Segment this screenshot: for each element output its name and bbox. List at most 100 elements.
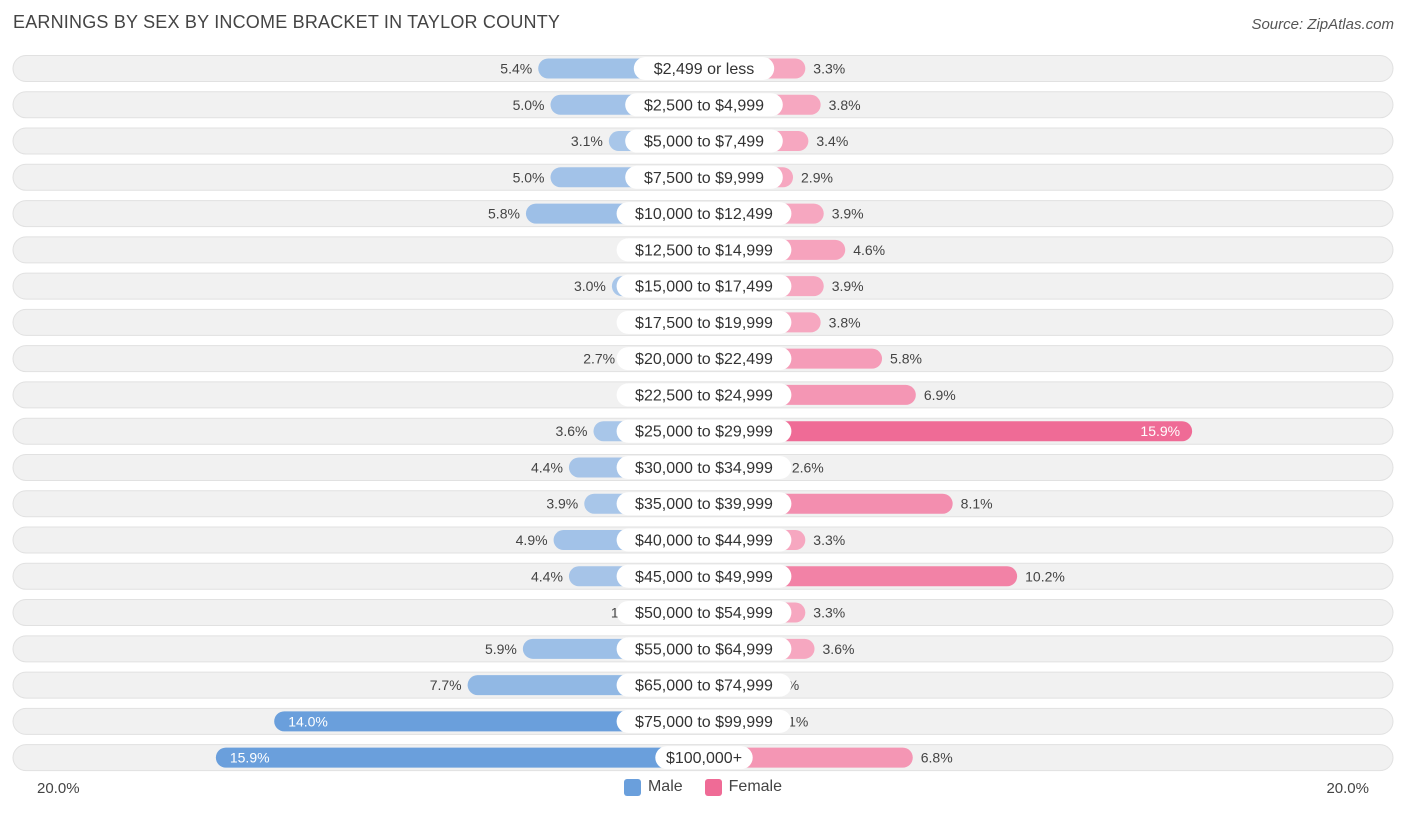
category-pill [616, 455, 792, 479]
female-value-label: 3.3% [813, 532, 845, 548]
category-label: $15,000 to $17,499 [635, 279, 773, 296]
category-pill [616, 202, 792, 226]
legend-label-male: Male [647, 778, 683, 795]
male-value-label: 3.6% [556, 423, 588, 439]
category-pill [616, 528, 792, 552]
category-label: $10,000 to $12,499 [635, 206, 773, 223]
axis-label-left: 20.0% [37, 780, 80, 797]
row-3: 5.0% 2.9% $7,500 to $9,999 [12, 163, 1394, 191]
female-value-label: 5.8% [890, 351, 922, 367]
row-4: 5.8% 3.9% $10,000 to $12,499 [12, 200, 1394, 228]
category-pill [655, 746, 753, 770]
row-19: 15.9% 6.8% $100,000+ [12, 744, 1394, 772]
category-label: $100,000+ [666, 750, 742, 767]
category-pill [616, 347, 792, 371]
female-value-label: 3.8% [829, 97, 861, 113]
category-pill [616, 274, 792, 298]
legend-swatch-female [704, 778, 722, 796]
female-value-label: 6.9% [924, 387, 956, 403]
female-value-label: 8.1% [961, 496, 993, 512]
source-label: Source: ZipAtlas.com [1251, 16, 1394, 33]
legend-item-male[interactable]: Male [623, 778, 683, 796]
female-value-label: 4.6% [853, 242, 885, 258]
row-10: 3.6% 15.9% $25,000 to $29,999 [12, 417, 1394, 445]
female-value-label: 6.8% [921, 750, 953, 766]
female-value-label: 3.9% [832, 278, 864, 294]
category-label: $2,499 or less [654, 61, 755, 78]
category-pill [625, 165, 783, 189]
category-pill [616, 601, 792, 625]
row-2: 3.1% 3.4% $5,000 to $7,499 [12, 127, 1394, 155]
row-15: 1.8%3.3%$50,000 to $54,999 [12, 599, 1394, 627]
category-label: $55,000 to $64,999 [635, 641, 773, 658]
category-pill [616, 673, 792, 697]
row-18: 14.0% 2.1%$75,000 to $99,999 [12, 707, 1394, 735]
male-value-label: 3.0% [574, 278, 606, 294]
male-value-label: 4.4% [531, 568, 563, 584]
row-12: 3.9% 8.1% $35,000 to $39,999 [12, 490, 1394, 518]
row-13: 4.9% 3.3% $40,000 to $44,999 [12, 526, 1394, 554]
axis-label-right: 20.0% [1326, 780, 1369, 797]
male-value-label: 5.4% [500, 61, 532, 77]
male-value-label: 15.9% [230, 750, 270, 766]
male-bar [215, 747, 704, 768]
legend-item-female[interactable]: Female [704, 778, 783, 796]
row-8: 2.7% 5.8% $20,000 to $22,499 [12, 345, 1394, 373]
category-pill [616, 310, 792, 334]
male-value-label: 5.9% [485, 641, 517, 657]
row-6: 3.0% 3.9% $15,000 to $17,499 [12, 272, 1394, 300]
category-label: $22,500 to $24,999 [635, 387, 773, 404]
legend-swatch-male [623, 778, 641, 796]
category-pill [616, 564, 792, 588]
category-label: $45,000 to $49,999 [635, 569, 773, 586]
female-value-label: 3.3% [813, 61, 845, 77]
male-value-label: 4.4% [531, 459, 563, 475]
category-label: $50,000 to $54,999 [635, 605, 773, 622]
category-label: $40,000 to $44,999 [635, 533, 773, 550]
male-value-label: 3.9% [546, 496, 578, 512]
female-value-label: 15.9% [1140, 423, 1180, 439]
female-value-label: 3.4% [816, 133, 848, 149]
female-value-label: 10.2% [1025, 568, 1065, 584]
female-value-label: 3.6% [823, 641, 855, 657]
row-17: 7.7%1.8%$65,000 to $74,999 [12, 671, 1394, 699]
female-value-label: 2.9% [801, 169, 833, 185]
row-9: 1.6%6.9%$22,500 to $24,999 [12, 381, 1394, 409]
row-11: 4.4% 2.6% $30,000 to $34,999 [12, 453, 1394, 481]
category-label: $30,000 to $34,999 [635, 460, 773, 477]
female-bar [704, 747, 913, 768]
category-label: $75,000 to $99,999 [635, 714, 773, 731]
male-value-label: 5.8% [488, 206, 520, 222]
row-16: 5.9% 3.6% $55,000 to $64,999 [12, 635, 1394, 663]
male-value-label: 5.0% [513, 169, 545, 185]
category-label: $12,500 to $14,999 [635, 242, 773, 259]
category-pill [625, 93, 783, 117]
category-label: $17,500 to $19,999 [635, 315, 773, 332]
female-value-label: 2.6% [792, 459, 824, 475]
female-value-label: 3.8% [829, 314, 861, 330]
category-label: $35,000 to $39,999 [635, 496, 773, 513]
male-value-label: 4.9% [516, 532, 548, 548]
row-1: 5.0% 3.8% $2,500 to $4,999 [12, 91, 1394, 119]
male-value-label: 7.7% [430, 677, 462, 693]
category-pill [616, 637, 792, 661]
legend-label-female: Female [728, 778, 783, 795]
row-0: 5.4% 3.3% $2,499 or less [12, 55, 1394, 82]
male-value-label: 2.7% [583, 351, 615, 367]
category-label: $65,000 to $74,999 [635, 678, 773, 695]
category-pill [625, 129, 783, 153]
category-pill [616, 709, 792, 733]
male-bar [274, 711, 704, 732]
category-label: $7,500 to $9,999 [644, 170, 764, 187]
category-pill [616, 383, 792, 407]
row-5: 1.1%4.6%$12,500 to $14,999 [12, 236, 1394, 264]
legend: Male Female [0, 778, 1406, 796]
row-7: 0.82%3.8%$17,500 to $19,999 [12, 308, 1394, 336]
category-pill [616, 492, 792, 516]
category-label: $20,000 to $22,499 [635, 351, 773, 368]
row-14: 4.4% 10.2% $45,000 to $49,999 [12, 562, 1394, 590]
category-label: $2,500 to $4,999 [644, 97, 764, 114]
category-label: $25,000 to $29,999 [635, 424, 773, 441]
male-value-label: 5.0% [513, 97, 545, 113]
